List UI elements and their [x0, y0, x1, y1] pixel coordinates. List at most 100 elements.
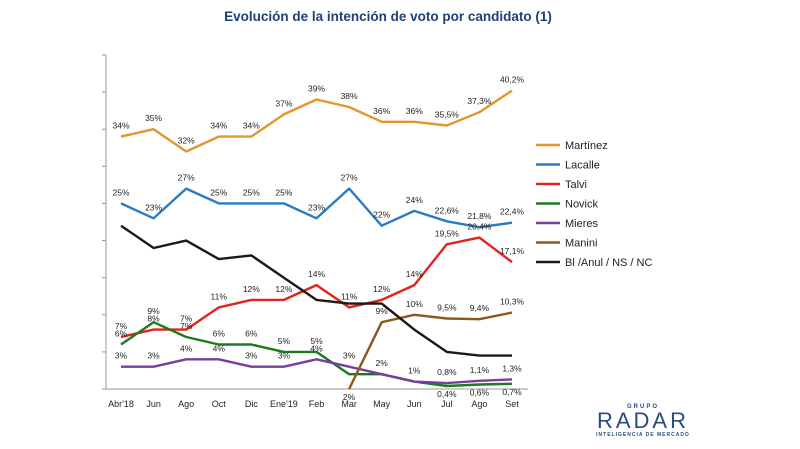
x-tick-label: Jul [441, 399, 453, 409]
data-label: 32% [178, 135, 195, 145]
data-label: 25% [210, 187, 227, 197]
x-tick-label: Set [505, 399, 519, 409]
data-label: 3% [147, 351, 160, 361]
y-axis [102, 54, 107, 390]
data-label: 6% [213, 328, 226, 338]
data-label: 38% [341, 91, 358, 101]
data-label: 23% [145, 202, 162, 212]
data-label: 2% [343, 392, 356, 402]
data-label: 9,4% [470, 303, 490, 313]
legend: Martínez Lacalle Talvi Novick Mieres Manini Bl… [536, 140, 652, 269]
data-label: 37,3% [467, 96, 492, 106]
data-label: 7% [115, 321, 128, 331]
x-tick-label: Ene'19 [270, 399, 298, 409]
data-label: 35,5% [435, 110, 460, 120]
data-label: 37% [275, 98, 292, 108]
data-label: 34% [112, 121, 129, 131]
legend-label: Novick [565, 199, 599, 211]
data-label: 35% [145, 113, 162, 123]
data-label: 11% [211, 291, 228, 301]
x-tick-label: Feb [309, 399, 325, 409]
data-label: 7% [180, 314, 193, 324]
x-tick-label: Oct [212, 399, 227, 409]
data-label: 5% [310, 336, 323, 346]
data-label: 34% [210, 121, 227, 131]
radar-logo: GRUPO RADAR INTELIGENCIA DE MERCADO [588, 404, 698, 438]
data-label: 27% [178, 173, 195, 183]
data-label: 0,7% [502, 387, 522, 397]
data-label: 6% [245, 328, 258, 338]
x-tick-label: May [373, 399, 391, 409]
legend-label: Mieres [565, 218, 599, 230]
data-label: 22% [373, 210, 390, 220]
series-line [121, 358, 513, 385]
data-label: 7% [180, 321, 193, 331]
data-label: 12% [275, 284, 292, 294]
data-label: 8% [147, 314, 160, 324]
data-label: 27% [341, 173, 358, 183]
data-label: 10,3% [500, 297, 525, 307]
data-label: 0,8% [437, 367, 457, 377]
data-label: 9,5% [437, 302, 457, 312]
data-label: 34% [243, 121, 260, 131]
x-tick-label: Abr'18 [108, 399, 134, 409]
data-label: 1% [408, 366, 421, 376]
data-label: 6% [115, 328, 128, 338]
x-axis: Abr'18 Jun Ago Oct Dic Ene'19 Feb Mar May Jun Jul A… [106, 388, 528, 409]
legend-label: Manini [565, 238, 597, 250]
x-tick-label: Ago [178, 399, 194, 409]
series-line [120, 321, 513, 388]
logo-subtitle: INTELIGENCIA DE MERCADO [596, 432, 690, 438]
series-line [120, 236, 513, 339]
data-label: 40,2% [500, 75, 525, 85]
series-line [348, 311, 513, 390]
data-label: 12% [243, 284, 260, 294]
data-label: 11% [341, 291, 358, 301]
data-label: 25% [243, 187, 260, 197]
data-label: 3% [245, 351, 258, 361]
series-lines [120, 89, 513, 390]
data-label: 4% [180, 343, 193, 353]
data-label: 21,8% [467, 211, 492, 221]
data-label: 14% [406, 269, 423, 279]
x-tick-label: Mar [341, 399, 357, 409]
data-label: 0,4% [437, 389, 457, 399]
legend-label: Lacalle [565, 160, 600, 172]
data-label: 25% [275, 187, 292, 197]
data-label: 10% [406, 299, 423, 309]
data-label: 24% [406, 195, 423, 205]
data-label: 1,1% [470, 365, 490, 375]
data-label: 25% [112, 187, 129, 197]
data-label: 22,6% [435, 205, 460, 215]
data-label: 3% [115, 351, 128, 361]
data-label: 12% [373, 284, 390, 294]
data-label: 20,4% [467, 222, 492, 232]
legend-label: Martínez [565, 140, 608, 152]
series-line [120, 187, 513, 229]
logo-grupo: GRUPO [626, 404, 659, 410]
data-label: 0,6% [470, 388, 490, 398]
data-label: 3% [343, 351, 356, 361]
data-label: 14% [308, 269, 325, 279]
x-tick-label: Dic [245, 399, 258, 409]
data-label: 22,4% [500, 207, 525, 217]
data-label: 36% [406, 106, 423, 116]
series-line [120, 224, 512, 357]
data-label: 23% [308, 202, 325, 212]
logo-radar: RADAR [596, 408, 689, 433]
data-label: 39% [308, 84, 325, 94]
x-tick-label: Ago [471, 399, 487, 409]
data-label: 5% [278, 336, 291, 346]
legend-label: Bl /Anul / NS / NC [565, 257, 652, 269]
data-label: 2% [376, 358, 389, 368]
data-labels: 34% 35% 32% 34% 34% 37% 39% 38% 36% 36% 35,5% 37,3%… [112, 75, 524, 402]
data-label: 4% [310, 343, 323, 353]
x-tick-label: Jun [146, 399, 161, 409]
data-label: 1,3% [502, 363, 522, 373]
x-tick-label: Jun [407, 399, 422, 409]
data-label: 9% [147, 306, 160, 316]
data-label: 3% [278, 351, 291, 361]
chart-title: Evolución de la intención de voto por ca… [224, 9, 552, 24]
data-label: 4% [213, 343, 226, 353]
